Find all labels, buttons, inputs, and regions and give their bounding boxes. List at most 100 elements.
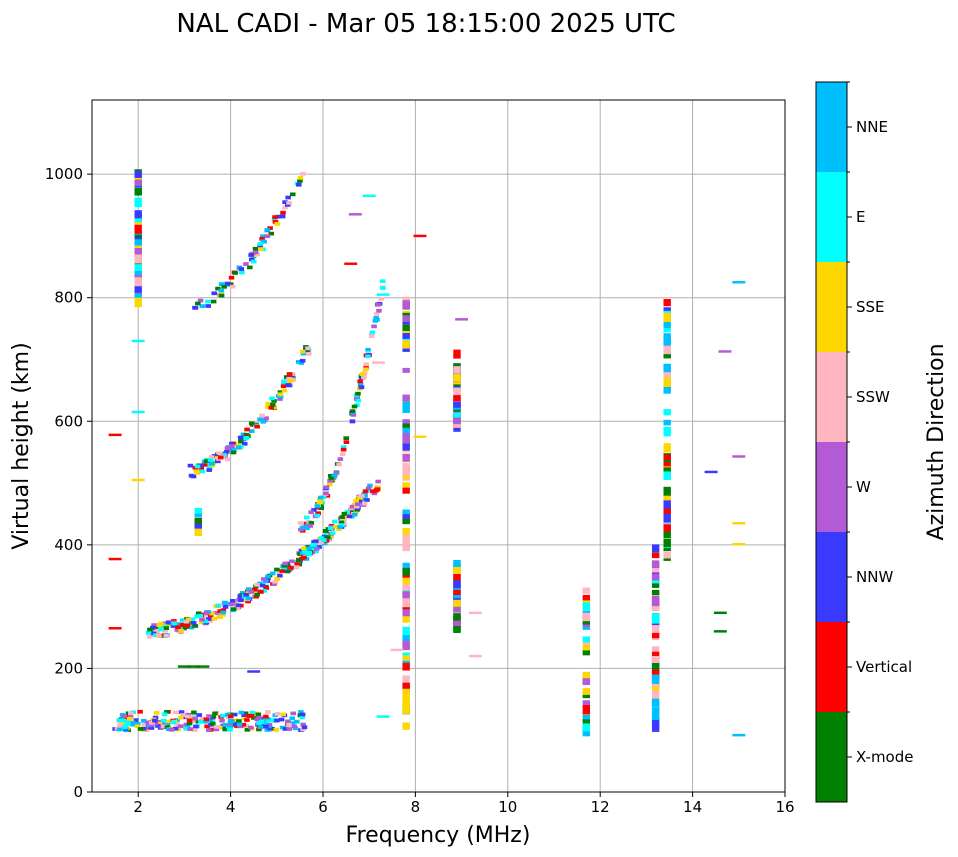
echo-point: [354, 502, 361, 507]
azimuth-colorbar: X-mode Vertical NNW W SSW SSE E NNE: [815, 81, 913, 803]
echo-point: [286, 201, 292, 205]
echo-point: [220, 610, 226, 615]
echo-point: [651, 651, 660, 659]
echo-point: [323, 485, 330, 490]
echo-point: [280, 210, 286, 215]
echo-point: [225, 712, 231, 717]
echo-point: [651, 704, 660, 714]
echo-point: [165, 620, 172, 625]
echo-point: [229, 602, 235, 607]
echo-point: [217, 455, 224, 460]
echo-point: [663, 529, 671, 539]
echo-point: [172, 710, 179, 715]
y-tick-label: 800: [54, 289, 83, 307]
echo-point: [187, 727, 193, 731]
echo-point: [116, 727, 123, 732]
echo-point: [453, 574, 461, 581]
echo-point: [651, 698, 660, 707]
echo-point: [161, 722, 168, 727]
echo-point: [651, 573, 660, 581]
echo-point: [204, 724, 210, 729]
echo-point: [224, 281, 231, 286]
echo-point: [236, 722, 243, 727]
echo-point: [191, 712, 198, 717]
echo-point: [651, 552, 660, 559]
echo-point: [402, 514, 410, 520]
echo-point: [192, 728, 198, 732]
echo-point: [402, 482, 410, 489]
echo-point: [194, 471, 200, 475]
echo-point: [346, 514, 353, 519]
echo-point: [402, 562, 410, 570]
colorbar-label: X-mode: [856, 748, 913, 766]
echo-point: [318, 506, 325, 510]
echo-point: [663, 409, 671, 416]
echo-point: [231, 447, 237, 452]
echo-point: [207, 718, 213, 723]
echo-point: [172, 726, 179, 731]
echo-point: [257, 417, 263, 422]
echo-point: [582, 714, 591, 722]
echo-point: [221, 453, 227, 457]
echo-point: [192, 623, 198, 628]
echo-point: [343, 436, 350, 441]
x-tick-label: 8: [411, 798, 421, 816]
echo-point: [129, 720, 136, 725]
echo-point: [184, 714, 191, 719]
echo-point: [295, 558, 302, 563]
echo-point: [134, 170, 142, 178]
echo-point: [663, 454, 671, 461]
echo-point: [321, 538, 327, 542]
echo-point: [468, 611, 482, 615]
echo-point: [317, 500, 324, 505]
echo-point: [134, 724, 141, 729]
echo-point: [279, 214, 286, 219]
echo-point: [663, 344, 671, 355]
echo-point: [228, 275, 235, 280]
echo-point: [285, 564, 291, 568]
colorbar-segment: [816, 532, 847, 622]
colorbar-frame: [815, 81, 848, 803]
echo-point: [264, 719, 271, 724]
echo-point: [300, 172, 306, 176]
echo-point: [402, 598, 410, 608]
echo-point: [363, 365, 369, 370]
echo-point: [651, 593, 660, 599]
echo-point: [259, 583, 266, 588]
echo-point: [193, 469, 200, 473]
echo-point: [254, 424, 260, 429]
echo-point: [582, 675, 591, 686]
echo-point: [119, 718, 126, 723]
echo-point: [582, 636, 591, 644]
echo-point: [402, 534, 410, 545]
echo-point: [248, 713, 255, 718]
echo-point: [663, 383, 671, 394]
echo-point: [355, 398, 362, 403]
echo-point: [311, 542, 317, 547]
echo-point: [276, 570, 283, 575]
echo-point: [266, 722, 273, 727]
echo-point: [179, 713, 186, 717]
echo-point: [265, 717, 271, 721]
colorbar-label: NNE: [856, 118, 888, 136]
echo-point: [358, 385, 365, 390]
echo-point: [277, 390, 284, 394]
echo-point: [402, 708, 410, 714]
echo-point: [214, 725, 221, 729]
echo-point: [255, 712, 262, 717]
echo-point: [206, 468, 213, 472]
echo-point: [194, 614, 200, 619]
echo-point: [148, 726, 155, 730]
echo-point: [402, 296, 410, 303]
echo-point: [453, 594, 461, 603]
echo-point: [453, 387, 461, 397]
echo-point: [193, 724, 199, 729]
echo-point: [256, 715, 262, 720]
echo-point: [281, 563, 288, 568]
echo-point: [260, 234, 266, 239]
echo-point: [267, 226, 273, 230]
echo-point: [244, 718, 250, 722]
echo-point: [217, 609, 224, 614]
echo-point: [121, 714, 127, 719]
echo-point: [453, 613, 461, 622]
